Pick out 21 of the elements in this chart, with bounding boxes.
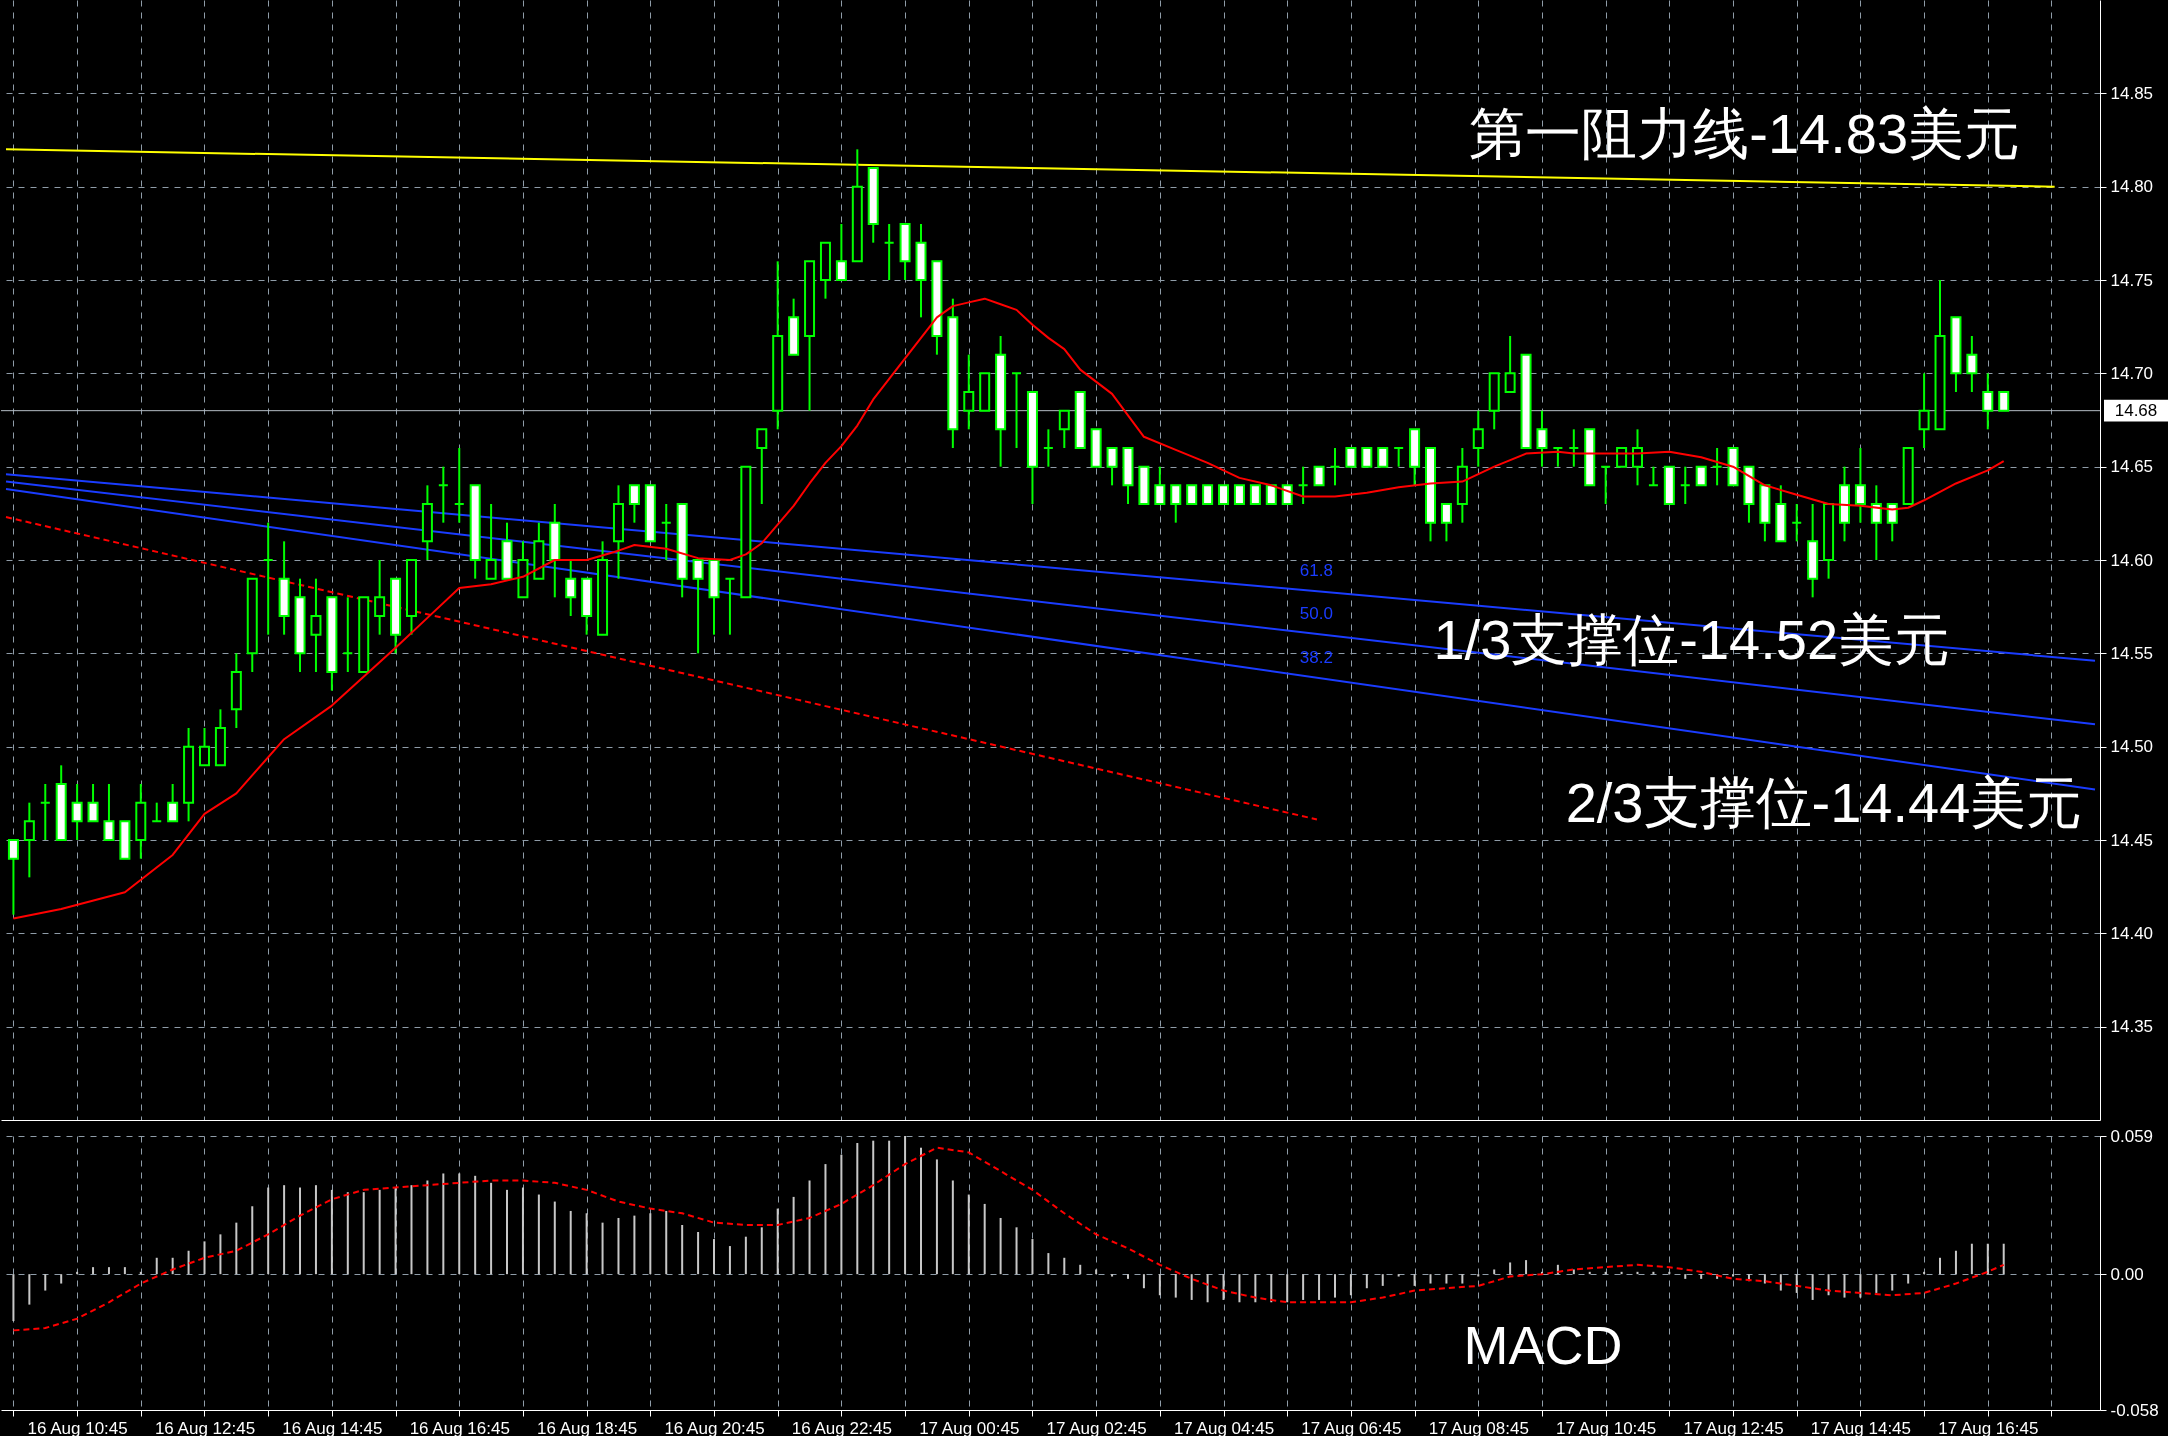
y-tick-label: 14.65: [2110, 457, 2154, 477]
y-tick-label: 14.35: [2110, 1017, 2154, 1037]
y-tick-label: 14.45: [2110, 830, 2154, 850]
series-label: 50.0: [1299, 603, 1333, 623]
y-tick-label: 0.059: [2110, 1126, 2154, 1146]
y-tick-label: 14.70: [2110, 363, 2154, 383]
y-tick-label: 0.00: [2110, 1264, 2144, 1284]
series-label: 61.8: [1299, 561, 1333, 581]
y-tick-label: 14.80: [2110, 177, 2154, 197]
y-tick-label: 14.40: [2110, 923, 2154, 943]
y-tick-label: 14.75: [2110, 270, 2154, 290]
y-tick-label: 14.50: [2110, 737, 2154, 757]
y-tick-label: 14.55: [2110, 643, 2154, 663]
annotation: 第一阻力线-14.83美元: [1469, 101, 2021, 165]
ref-line-label: 14.68: [2114, 400, 2158, 420]
y-tick-label: 14.85: [2110, 83, 2154, 103]
series-label: 38.2: [1299, 647, 1333, 667]
y-tick-label: 14.60: [2110, 550, 2154, 570]
annotation: 2/3支撑位-14.44美元: [1565, 771, 2083, 835]
annotation: MACD: [1463, 1314, 1623, 1375]
y-tick-label: -0.058: [2110, 1400, 2159, 1420]
